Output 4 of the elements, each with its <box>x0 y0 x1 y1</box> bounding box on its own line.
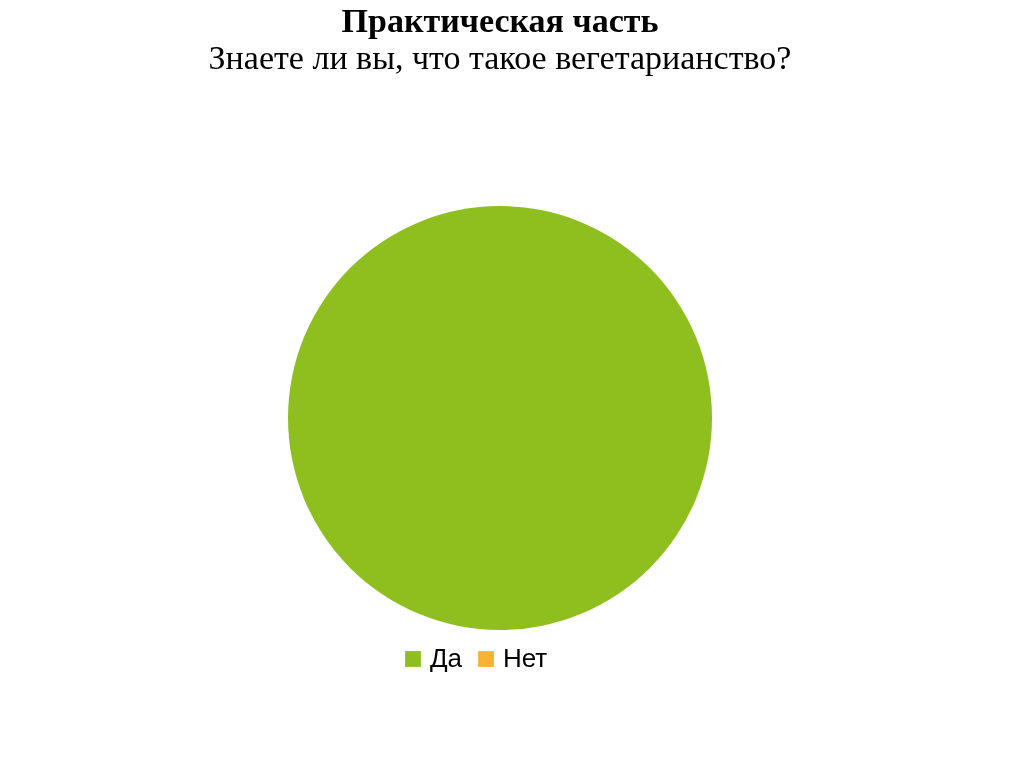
chart-title: Практическая часть <box>341 2 659 39</box>
chart-subtitle: Знаете ли вы, что такое вегетарианство? <box>208 39 792 76</box>
legend-label: Да <box>430 643 463 673</box>
legend-label: Нет <box>503 643 548 673</box>
